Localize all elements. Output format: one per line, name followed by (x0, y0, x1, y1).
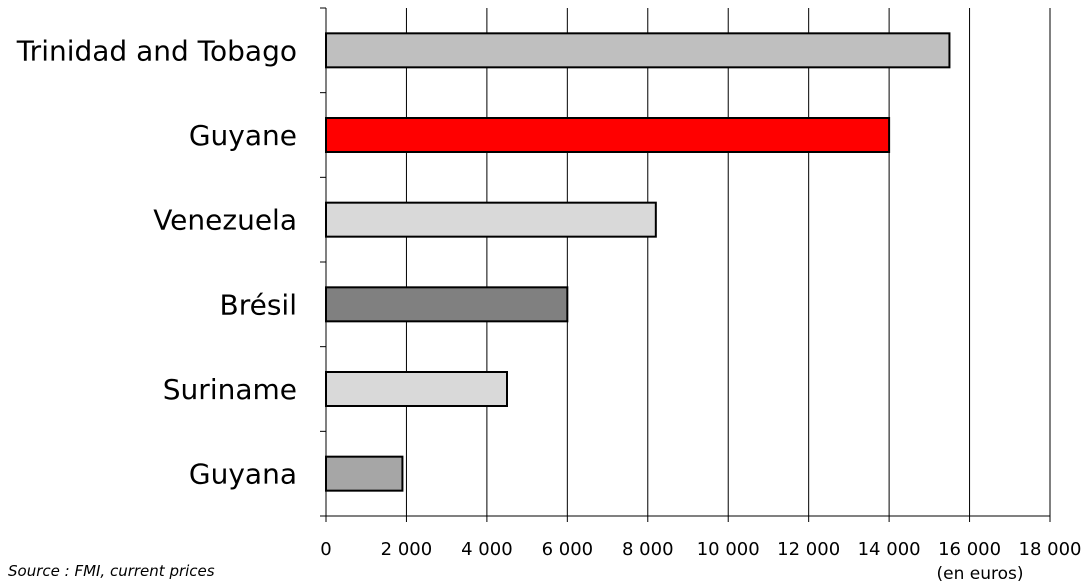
x-tick-label: 8 000 (622, 539, 674, 560)
category-label: Venezuela (153, 204, 297, 237)
x-tick-label: 6 000 (542, 539, 594, 560)
gridlines (405, 8, 1051, 516)
bar (325, 455, 404, 492)
x-tick-label: 10 000 (697, 539, 760, 560)
x-tick-label: 0 (320, 539, 331, 560)
source-note: Source : FMI, current prices (8, 562, 215, 580)
bar (325, 32, 951, 69)
axes (320, 7, 1051, 522)
x-tick-label: 18 000 (1019, 539, 1082, 560)
bar (325, 117, 891, 153)
category-label: Brésil (220, 288, 297, 321)
x-tick-label: 2 000 (381, 539, 433, 560)
x-axis-unit-label: (en euros) (936, 564, 1023, 582)
x-tick-label: 16 000 (938, 539, 1001, 560)
category-label: Suriname (163, 373, 297, 406)
x-tick-label: 12 000 (777, 539, 840, 560)
x-tick-label: 4 000 (461, 539, 513, 560)
bars (325, 32, 951, 492)
category-label: Guyane (189, 119, 297, 152)
category-label: Guyana (189, 458, 297, 491)
bar (325, 371, 508, 407)
x-tick-label: 14 000 (858, 539, 921, 560)
labels: 0 2 000 4 000 6 000 8 000 10 000 12 000 14 000 1… (16, 34, 1082, 560)
bar (325, 286, 569, 323)
bar (325, 201, 657, 238)
category-label: Trinidad and Tobago (16, 34, 297, 67)
